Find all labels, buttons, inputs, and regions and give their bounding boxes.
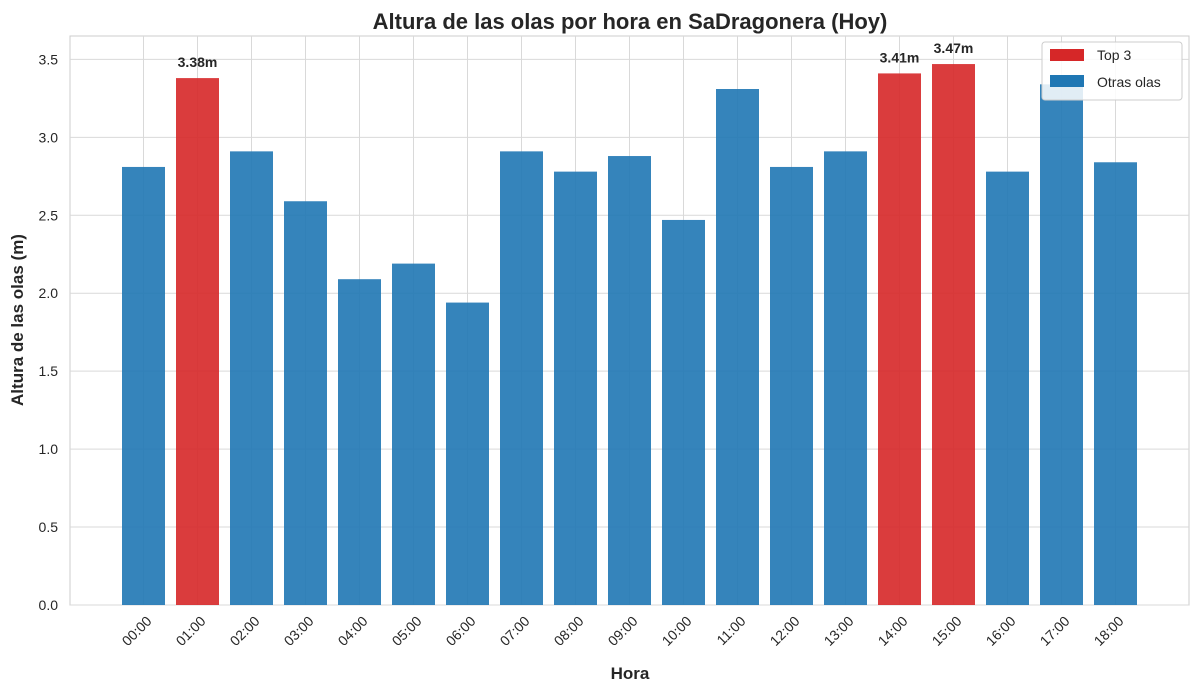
bar-1700 [1040,84,1083,605]
x-tick-label: 15:00 [929,613,965,649]
x-tick-label: 04:00 [335,613,371,649]
legend-swatch-top3 [1050,49,1084,61]
bar-data-label: 3.38m [178,54,218,70]
y-tick-label: 0.0 [39,597,59,613]
bar-0800 [554,171,597,605]
bar-0200 [230,151,273,606]
bar-labels-group: 3.38m 3.41m 3.47m [178,40,974,70]
x-tick-label: 03:00 [281,613,317,649]
x-tick-label: 09:00 [605,613,641,649]
y-tick-label: 2.5 [39,207,59,223]
x-tick-label: 01:00 [173,613,209,649]
y-tick-label: 1.5 [39,363,59,379]
y-axis-ticks: 0.0 0.5 1.0 1.5 2.0 2.5 3.0 3.5 [39,51,59,613]
x-tick-label: 14:00 [875,613,911,649]
bar-1100 [716,89,759,605]
x-tick-label: 06:00 [443,613,479,649]
legend: Top 3 Otras olas [1041,41,1183,101]
y-axis-label: Altura de las olas (m) [8,234,27,406]
chart-title: Altura de las olas por hora en SaDragone… [373,9,888,34]
x-tick-label: 00:00 [119,613,155,649]
y-tick-label: 0.5 [39,519,59,535]
x-tick-label: 12:00 [767,613,803,649]
bar-0700 [500,151,543,606]
bars-group [122,64,1137,606]
bar-1500 [932,64,975,605]
x-tick-label: 18:00 [1091,613,1127,649]
x-tick-label: 05:00 [389,613,425,649]
y-tick-label: 3.5 [39,51,59,67]
bar-0600 [446,302,489,605]
x-tick-label: 08:00 [551,613,587,649]
bar-0300 [284,201,327,605]
x-tick-label: 17:00 [1037,613,1073,649]
y-tick-label: 3.0 [39,129,59,145]
bar-0000 [122,166,165,606]
x-axis-ticks: 00:00 01:00 02:00 03:00 04:00 05:00 06:00 07:00… [119,613,1127,649]
legend-label-other: Otras olas [1097,74,1161,90]
bar-1300 [824,151,867,606]
bar-0500 [392,263,435,605]
x-axis-label: Hora [611,664,650,683]
bar-0900 [608,156,651,605]
bar-data-label: 3.41m [880,49,920,65]
y-tick-label: 1.0 [39,441,59,457]
bar-0400 [338,279,381,605]
legend-swatch-other [1050,75,1084,87]
bar-data-label: 3.47m [934,40,974,56]
bar-1200 [770,166,813,606]
x-tick-label: 13:00 [821,613,857,649]
bar-1600 [986,171,1029,605]
bar-1000 [662,219,705,605]
bar-0100 [176,78,219,606]
legend-label-top3: Top 3 [1097,47,1131,63]
bar-1800 [1094,162,1137,605]
x-tick-label: 02:00 [227,613,263,649]
x-tick-label: 11:00 [713,613,749,649]
y-tick-label: 2.0 [39,285,59,301]
x-tick-label: 16:00 [983,613,1019,649]
x-tick-label: 07:00 [497,613,533,649]
bar-1400 [878,73,921,605]
x-tick-label: 10:00 [659,613,695,649]
